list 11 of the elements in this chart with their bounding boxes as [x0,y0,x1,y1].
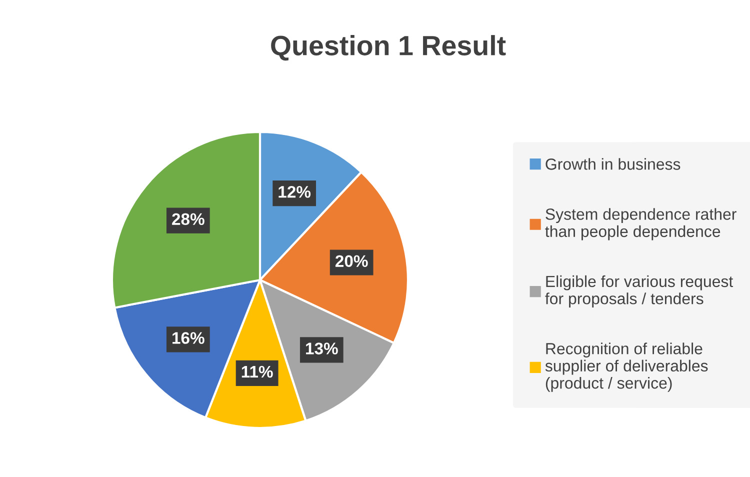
data-label: 13% [306,342,338,354]
data-label: 16% [172,332,204,344]
data-label: 28% [172,213,204,226]
data-label: 11% [242,366,273,378]
legend-label: Growth in business [546,158,680,170]
legend-label: Recognition of reliable supplier of deliverables (product / service) [545,342,708,392]
legend-label: Eligible for various request for proposals / tenders [545,275,734,308]
chart-title: Question 1 Result [271,35,506,61]
data-label: 12% [278,186,311,198]
data-label: 20% [335,255,368,268]
legend-label: System dependence rather than people dependence [545,208,736,240]
